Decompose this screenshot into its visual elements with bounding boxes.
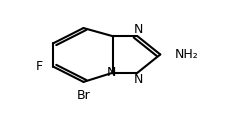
Text: Br: Br [76, 89, 90, 102]
Text: N: N [134, 23, 143, 36]
Text: N: N [107, 66, 117, 79]
Text: F: F [36, 60, 43, 73]
Text: N: N [134, 73, 143, 86]
Text: NH₂: NH₂ [175, 48, 199, 61]
